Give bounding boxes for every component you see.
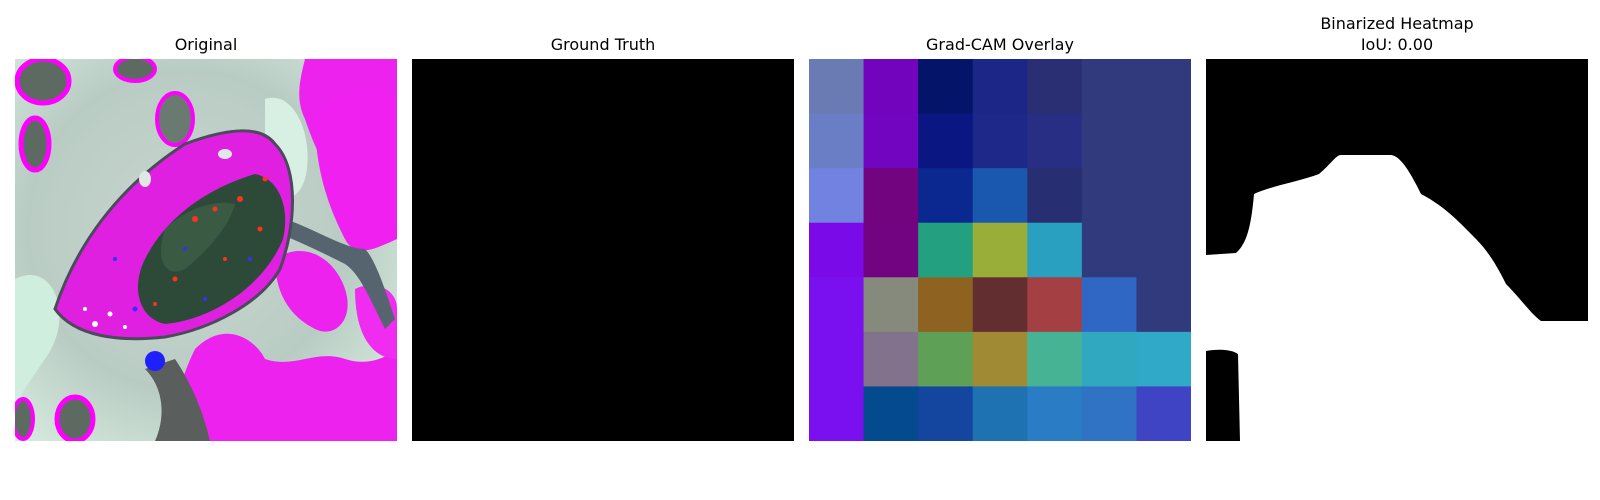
gradcam-cell bbox=[1081, 222, 1138, 278]
gradcam-grid bbox=[809, 59, 1191, 441]
gradcam-cell bbox=[863, 222, 919, 278]
gradcam-cell bbox=[972, 113, 1028, 169]
gradcam-cell bbox=[1081, 386, 1138, 441]
gradcam-cell bbox=[1027, 168, 1083, 224]
ground-truth-title: Ground Truth bbox=[550, 35, 656, 54]
binarized-heatmap-mask bbox=[1206, 59, 1588, 441]
gradcam-cell bbox=[1027, 386, 1083, 441]
gradcam-cell bbox=[918, 386, 974, 441]
gradcam-cell bbox=[863, 59, 919, 115]
gradcam-cell bbox=[918, 277, 974, 333]
binarized-heatmap-title: Binarized Heatmap IoU: 0.00 bbox=[1320, 14, 1474, 54]
gradcam-cell bbox=[1136, 59, 1191, 115]
gradcam-cell bbox=[1081, 59, 1138, 115]
gradcam-cell bbox=[809, 277, 865, 333]
gradcam-cell bbox=[1136, 277, 1191, 333]
gradcam-cell bbox=[918, 59, 974, 115]
gradcam-cell bbox=[1081, 168, 1138, 224]
gradcam-cell bbox=[863, 113, 919, 169]
gradcam-cell bbox=[1027, 59, 1083, 115]
gradcam-cell bbox=[918, 168, 974, 224]
original-title: Original bbox=[174, 35, 238, 54]
gradcam-cell bbox=[1136, 113, 1191, 169]
gradcam-cell bbox=[1136, 386, 1191, 441]
gradcam-cell bbox=[918, 331, 974, 388]
gradcam-overlay-image bbox=[809, 59, 1191, 441]
gradcam-cell bbox=[1136, 168, 1191, 224]
gradcam-cell bbox=[1027, 331, 1083, 388]
gradcam-cell bbox=[809, 331, 865, 388]
gradcam-cell bbox=[1081, 113, 1138, 169]
gradcam-cell bbox=[863, 386, 919, 441]
original-image-art bbox=[15, 59, 397, 441]
gradcam-cell bbox=[1136, 222, 1191, 278]
gradcam-cell bbox=[918, 222, 974, 278]
gradcam-cell bbox=[809, 222, 865, 278]
gradcam-cell bbox=[918, 113, 974, 169]
binarized-heatmap-image bbox=[1206, 59, 1588, 441]
gradcam-cell bbox=[972, 277, 1028, 333]
ground-truth-mask bbox=[412, 59, 794, 441]
gradcam-cell bbox=[809, 168, 865, 224]
gradcam-cell bbox=[863, 277, 919, 333]
gradcam-cell bbox=[1081, 331, 1138, 388]
original-image bbox=[15, 59, 397, 441]
gradcam-cell bbox=[1136, 331, 1191, 388]
gradcam-overlay-title: Grad-CAM Overlay bbox=[926, 35, 1074, 54]
gradcam-cell bbox=[972, 59, 1028, 115]
gradcam-cell bbox=[1027, 113, 1083, 169]
gradcam-cell bbox=[809, 113, 865, 169]
gradcam-cell bbox=[809, 59, 865, 115]
gradcam-cell bbox=[1027, 222, 1083, 278]
gradcam-cell bbox=[863, 168, 919, 224]
gradcam-cell bbox=[972, 222, 1028, 278]
gradcam-cell bbox=[972, 331, 1028, 388]
gradcam-cell bbox=[1081, 277, 1138, 333]
gradcam-cell bbox=[1027, 277, 1083, 333]
gradcam-cell bbox=[863, 331, 919, 388]
gradcam-cell bbox=[972, 386, 1028, 441]
gradcam-cell bbox=[972, 168, 1028, 224]
gradcam-cell bbox=[809, 386, 865, 441]
